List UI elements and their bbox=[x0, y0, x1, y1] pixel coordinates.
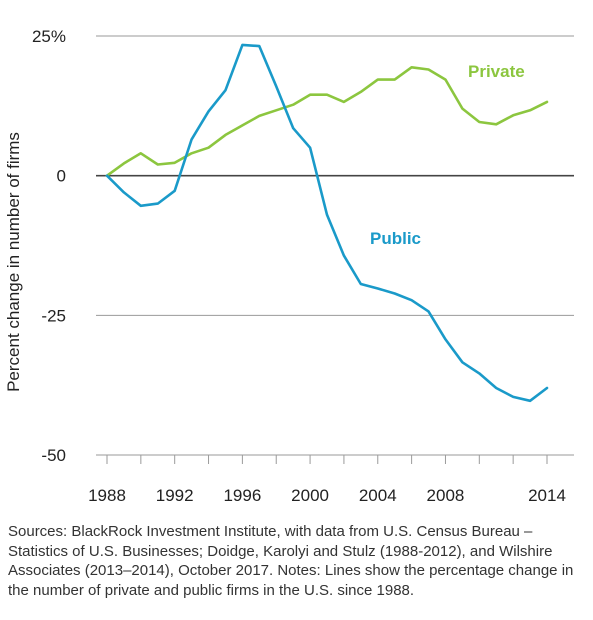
y-tick-label: -25 bbox=[41, 306, 66, 325]
series-label-public: Public bbox=[370, 229, 421, 248]
series-line-public bbox=[105, 43, 549, 403]
x-tick-label: 1988 bbox=[88, 486, 126, 505]
x-tick-label: 2000 bbox=[291, 486, 329, 505]
x-tick-label: 2008 bbox=[427, 486, 465, 505]
y-tick-label: -50 bbox=[41, 446, 66, 465]
y-tick-label: 0 bbox=[57, 167, 66, 186]
source-note: Sources: BlackRock Investment Institute,… bbox=[8, 523, 574, 599]
line-chart: 25%0-25-50 1988 1992 1996 2000 2004 2008 2014 … bbox=[4, 27, 574, 505]
y-tick-labels: 25% 0 -25 -50 bbox=[32, 27, 66, 465]
series-label-private: Private bbox=[468, 62, 525, 81]
y-axis-label: Percent change in number of firms bbox=[4, 132, 23, 392]
y-tick-label: 25% bbox=[32, 27, 66, 46]
x-axis bbox=[106, 455, 548, 464]
x-tick-label: 2004 bbox=[359, 486, 397, 505]
grid-lines bbox=[96, 35, 574, 456]
series-line-private bbox=[105, 66, 549, 177]
x-tick-label: 1996 bbox=[223, 486, 261, 505]
x-tick-label: 2014 bbox=[528, 486, 566, 505]
x-tick-labels: 1988 1992 1996 2000 2004 2008 2014 bbox=[88, 486, 566, 505]
series-annotations: Private Public bbox=[370, 62, 525, 248]
x-tick-label: 1992 bbox=[156, 486, 194, 505]
series-lines bbox=[105, 43, 549, 403]
